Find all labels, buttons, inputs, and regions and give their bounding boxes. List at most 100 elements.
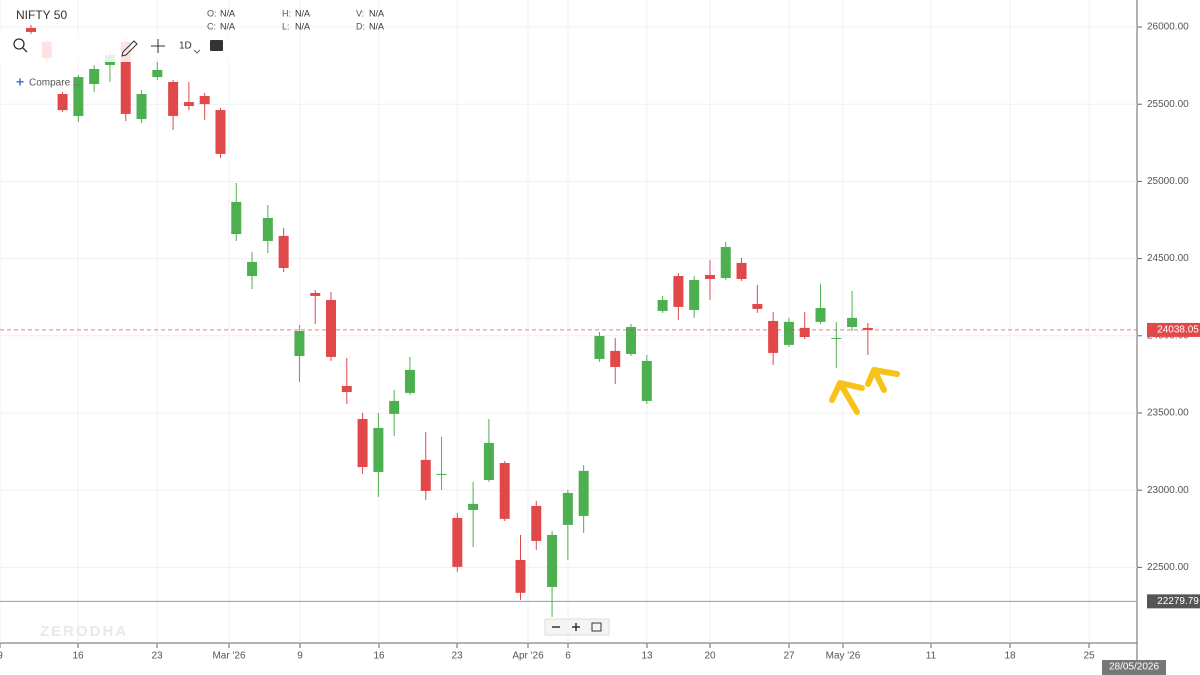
candle-body — [704, 274, 715, 279]
interval[interactable]: 1D — [179, 41, 192, 52]
x-tick-label: 23 — [151, 651, 163, 662]
candle-body — [499, 462, 510, 519]
x-tick-label: 13 — [641, 651, 653, 662]
candle-body — [436, 473, 447, 475]
candle-body — [483, 442, 494, 480]
annotation-arrows — [829, 367, 900, 415]
interval-caret — [193, 49, 201, 54]
candle-body — [262, 217, 273, 241]
ohlc-value: N/A — [369, 8, 384, 18]
x-tick-label: 27 — [783, 651, 795, 662]
symbol: NIFTY 50 — [16, 8, 67, 22]
x-tick-label: 25 — [1083, 651, 1095, 662]
candle-body — [326, 299, 337, 357]
candle-body — [783, 321, 794, 345]
chart-type-icon[interactable] — [210, 40, 223, 51]
x-tick-label: 16 — [72, 651, 84, 662]
x-tick-label: 9 — [0, 651, 3, 662]
ohlc-key: H: — [282, 8, 291, 18]
candle-body — [610, 350, 621, 367]
candle-body — [531, 505, 542, 541]
compare[interactable]: Compare ... — [29, 78, 81, 89]
candle-body — [468, 503, 479, 510]
date-badge — [1102, 660, 1166, 675]
draw-icon[interactable] — [121, 40, 138, 57]
ohlc-key: C: — [207, 21, 216, 31]
marker-label: 22279.79 — [1157, 596, 1199, 607]
candle-body — [831, 337, 842, 339]
candle-body — [673, 276, 684, 307]
zoom-in[interactable] — [572, 623, 580, 631]
ohlc-key: D: — [356, 21, 365, 31]
candle-body — [626, 326, 637, 354]
candle-body — [799, 327, 810, 338]
y-tick-label: 23000.00 — [1147, 485, 1189, 496]
candle-body — [136, 94, 147, 120]
ohlc-value: N/A — [295, 8, 310, 18]
candle-body — [815, 307, 826, 322]
candle-body — [641, 360, 652, 401]
candle-body — [452, 517, 463, 567]
x-tick-label: 11 — [926, 651, 937, 662]
x-tick-label: Apr '26 — [512, 651, 544, 662]
candle-body — [199, 96, 210, 105]
x-tick-label: 6 — [565, 651, 571, 662]
candle-body — [847, 317, 858, 327]
x-tick-label: 23 — [451, 651, 463, 662]
watermark: ZERODHA — [40, 623, 128, 640]
candle-body — [515, 559, 526, 593]
candle-body — [689, 280, 700, 310]
candle-body — [73, 77, 84, 116]
crosshair-icon[interactable] — [151, 39, 165, 53]
candle-body — [752, 303, 763, 309]
x-tick-label: 9 — [297, 651, 303, 662]
toolbar — [0, 34, 238, 62]
candle-body — [736, 262, 747, 279]
candle-body — [168, 81, 179, 116]
candle-body — [657, 299, 668, 311]
last-price-label: 24038.05 — [1157, 325, 1199, 336]
x-tick-label: 18 — [1004, 651, 1016, 662]
x-tick-label: 16 — [373, 651, 385, 662]
ohlc-key: O: — [207, 8, 217, 18]
ohlc-value: N/A — [369, 21, 384, 31]
candle-body — [862, 327, 873, 330]
candle-body — [594, 335, 605, 359]
zoom-controls — [544, 618, 610, 636]
y-tick-label: 23500.00 — [1147, 408, 1189, 419]
candle-body — [310, 293, 321, 296]
candle-body — [357, 418, 368, 468]
cursor-date: 28/05/2026 — [1109, 662, 1159, 673]
y-tick-label: 26000.00 — [1147, 22, 1189, 33]
candle-body — [294, 330, 305, 357]
candle-body — [26, 27, 36, 32]
x-tick-label: 20 — [704, 651, 716, 662]
ohlc-key: L: — [282, 21, 290, 31]
candle-body — [215, 110, 226, 154]
candle-body — [89, 69, 100, 84]
ohlc-value: N/A — [295, 21, 310, 31]
candle-body — [578, 470, 589, 516]
x-tick-label: May '26 — [826, 651, 861, 662]
y-tick-label: 25500.00 — [1147, 99, 1189, 110]
x-tick-label: Mar '26 — [212, 651, 245, 662]
search-icon-handle — [22, 47, 28, 53]
candle-body — [278, 235, 289, 269]
ohlc-value: N/A — [220, 21, 235, 31]
fullscreen[interactable] — [591, 622, 602, 632]
marker-badge — [1147, 594, 1200, 609]
ohlc-key: V: — [356, 8, 364, 18]
compare-plus[interactable]: + — [16, 74, 24, 90]
candle-body — [768, 320, 779, 353]
candle-body — [562, 492, 573, 525]
y-tick-label: 25000.00 — [1147, 176, 1189, 187]
candle-body — [720, 247, 731, 279]
candle-body — [404, 369, 415, 393]
candle-body — [420, 459, 431, 491]
search-icon[interactable] — [13, 38, 25, 50]
candle-body — [373, 427, 384, 472]
candle-body — [341, 385, 352, 392]
y-tick-label: 24500.00 — [1147, 253, 1189, 264]
